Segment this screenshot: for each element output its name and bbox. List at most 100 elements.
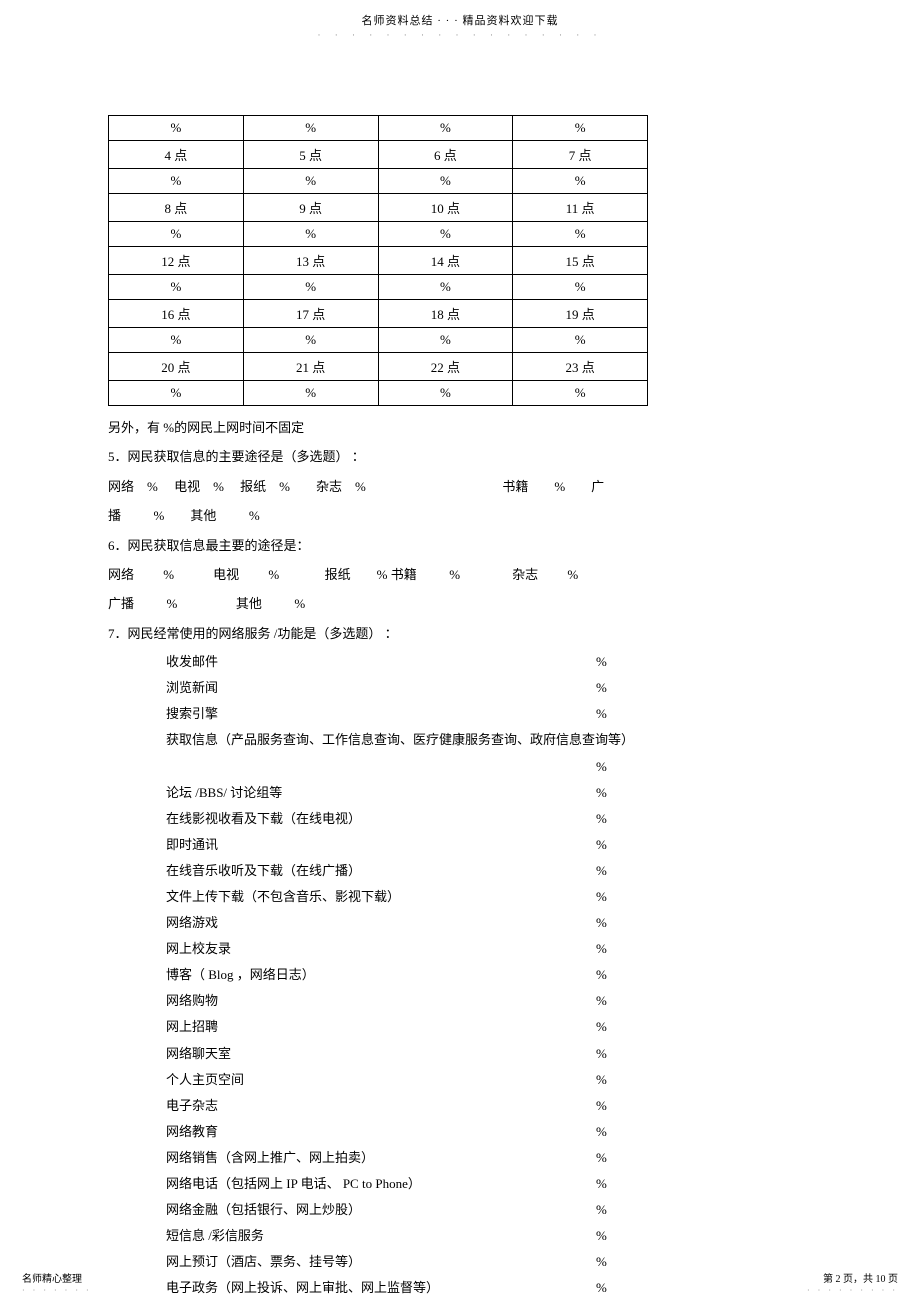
service-row: 获取信息（产品服务查询、工作信息查询、医疗健康服务查询、政府信息查询等） <box>166 729 818 751</box>
service-label: 网络教育 <box>166 1121 596 1143</box>
service-label: 网络销售（含网上推广、网上拍卖） <box>166 1147 596 1169</box>
extra-note: 另外，有 %的网民上网时间不固定 <box>108 416 818 439</box>
service-percent: % <box>596 782 636 804</box>
time-table: %%%%4 点5 点6 点7 点%%%%8 点9 点10 点11 点%%%%12… <box>108 115 648 406</box>
table-cell: 12 点 <box>109 247 244 275</box>
table-cell: 14 点 <box>378 247 513 275</box>
service-row: 短信息 /彩信服务 % <box>166 1225 818 1247</box>
service-row: 论坛 /BBS/ 讨论组等% <box>166 782 818 804</box>
table-cell: 4 点 <box>109 141 244 169</box>
q5-line1: 网络 % 电视 % 报纸 % 杂志 % 书籍 % 广 <box>108 475 818 498</box>
table-cell: 15 点 <box>513 247 648 275</box>
service-label: 网络电话（包括网上 IP 电话、 PC to Phone） <box>166 1173 596 1195</box>
service-percent: % <box>596 990 636 1012</box>
service-label: 文件上传下载（不包含音乐、影视下载） <box>166 886 596 908</box>
page-header: 名师资料总结 · · · 精品资料欢迎下载 <box>0 0 920 28</box>
service-row: 网络教育% <box>166 1121 818 1143</box>
table-cell: % <box>513 169 648 194</box>
service-row: 浏览新闻% <box>166 677 818 699</box>
service-percent: % <box>596 651 636 673</box>
service-label: 论坛 /BBS/ 讨论组等 <box>166 782 596 804</box>
service-label: 网络聊天室 <box>166 1043 596 1065</box>
table-cell: % <box>378 116 513 141</box>
table-row: %%%% <box>109 275 648 300</box>
service-row: 在线影视收看及下载（在线电视）% <box>166 808 818 830</box>
table-cell: % <box>243 116 378 141</box>
service-row: 电子政务（网上投诉、网上审批、网上监督等） % <box>166 1277 818 1299</box>
q7-title: 7．网民经常使用的网络服务 /功能是（多选题） ： <box>108 622 818 645</box>
table-cell: % <box>243 169 378 194</box>
table-cell: 16 点 <box>109 300 244 328</box>
service-label: 电子政务（网上投诉、网上审批、网上监督等） <box>166 1277 596 1299</box>
page-header-dots: · · · · · · · · · · · · · · · · · <box>0 30 920 40</box>
footer-right-dots: · · · · · · · · · <box>807 1286 898 1295</box>
footer-left: 名师精心整理 <box>22 1270 82 1285</box>
table-cell: 6 点 <box>378 141 513 169</box>
service-label: 搜索引擎 <box>166 703 596 725</box>
service-percent: % <box>596 1121 636 1143</box>
service-list: 收发邮件%浏览新闻%搜索引擎%获取信息（产品服务查询、工作信息查询、医疗健康服务… <box>166 651 818 1299</box>
service-percent: % <box>596 1069 636 1091</box>
footer-right: 第 2 页，共 10 页 <box>823 1270 898 1285</box>
table-cell: % <box>513 116 648 141</box>
service-label: 网络游戏 <box>166 912 596 934</box>
service-percent: % <box>596 834 636 856</box>
service-row: 电子杂志% <box>166 1095 818 1117</box>
table-cell: % <box>243 381 378 406</box>
service-label: 在线音乐收听及下载（在线广播） <box>166 860 596 882</box>
service-row: 网络购物% <box>166 990 818 1012</box>
table-cell: % <box>513 275 648 300</box>
content-area: %%%%4 点5 点6 点7 点%%%%8 点9 点10 点11 点%%%%12… <box>108 115 818 1303</box>
table-cell: 11 点 <box>513 194 648 222</box>
service-percent: % <box>596 1095 636 1117</box>
service-row: 网上招聘% <box>166 1016 818 1038</box>
service-row: 文件上传下载（不包含音乐、影视下载）% <box>166 886 818 908</box>
service-percent: % <box>596 860 636 882</box>
table-cell: % <box>243 222 378 247</box>
table-cell: % <box>109 275 244 300</box>
service-percent: % <box>596 938 636 960</box>
service-row: 博客（ Blog ，网络日志）% <box>166 964 818 986</box>
q6-title: 6．网民获取信息最主要的途径是： <box>108 534 818 557</box>
table-row: %%%% <box>109 381 648 406</box>
service-label: 收发邮件 <box>166 651 596 673</box>
table-row: 12 点13 点14 点15 点 <box>109 247 648 275</box>
service-row: 即时通讯% <box>166 834 818 856</box>
service-percent: % <box>596 1043 636 1065</box>
service-label: 网上校友录 <box>166 938 596 960</box>
service-row: % <box>166 756 818 778</box>
service-percent: % <box>596 886 636 908</box>
service-percent: % <box>596 1173 636 1195</box>
service-label: 个人主页空间 <box>166 1069 596 1091</box>
table-cell: % <box>378 381 513 406</box>
q5-line2: 播 % 其他 % <box>108 504 818 527</box>
table-cell: 10 点 <box>378 194 513 222</box>
table-cell: % <box>378 328 513 353</box>
service-label: 博客（ Blog ，网络日志） <box>166 964 596 986</box>
service-percent: % <box>596 1199 636 1221</box>
service-label: 网络金融（包括银行、网上炒股） <box>166 1199 596 1221</box>
table-cell: % <box>243 328 378 353</box>
q5-title: 5．网民获取信息的主要途径是（多选题） ： <box>108 445 818 468</box>
table-row: 20 点21 点22 点23 点 <box>109 353 648 381</box>
table-cell: 13 点 <box>243 247 378 275</box>
service-percent: % <box>596 677 636 699</box>
service-label <box>166 756 596 778</box>
table-row: 4 点5 点6 点7 点 <box>109 141 648 169</box>
table-row: %%%% <box>109 222 648 247</box>
service-label: 网上招聘 <box>166 1016 596 1038</box>
service-percent: % <box>596 1225 636 1247</box>
q6-line2: 广播 % 其他 % <box>108 592 818 615</box>
table-row: %%%% <box>109 328 648 353</box>
table-cell: % <box>109 169 244 194</box>
service-label: 网络购物 <box>166 990 596 1012</box>
service-row: 网络金融（包括银行、网上炒股）% <box>166 1199 818 1221</box>
service-label: 即时通讯 <box>166 834 596 856</box>
service-row: 网络聊天室% <box>166 1043 818 1065</box>
table-cell: 9 点 <box>243 194 378 222</box>
service-percent: % <box>596 1277 636 1299</box>
table-row: 8 点9 点10 点11 点 <box>109 194 648 222</box>
table-cell: % <box>513 381 648 406</box>
table-cell: % <box>109 328 244 353</box>
service-percent: % <box>596 808 636 830</box>
